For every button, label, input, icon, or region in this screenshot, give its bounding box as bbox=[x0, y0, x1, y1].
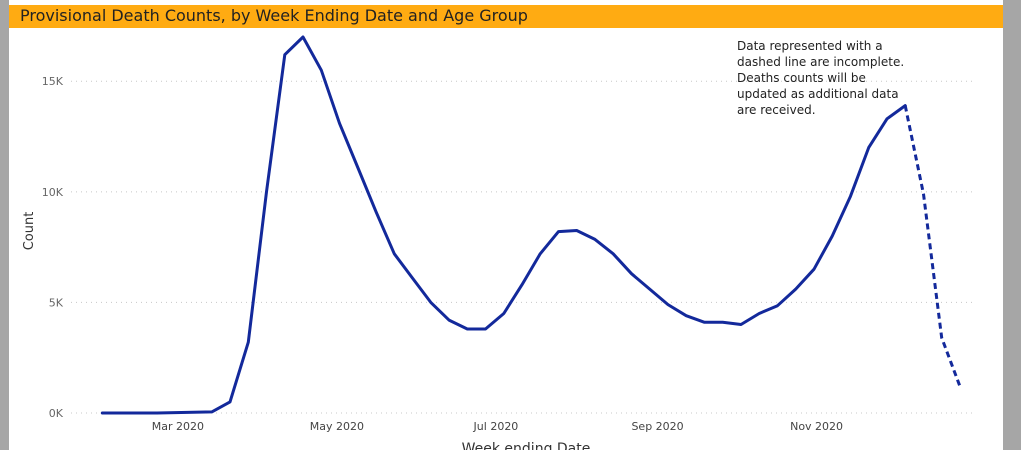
x-tick-label: Jul 2020 bbox=[473, 420, 519, 433]
x-tick-label: May 2020 bbox=[310, 420, 364, 433]
title-bar: Provisional Death Counts, by Week Ending… bbox=[9, 5, 1003, 28]
incomplete-data-note: Data represented with a dashed line are … bbox=[737, 39, 905, 117]
x-axis-title: Week ending Date bbox=[462, 441, 591, 450]
series-line-dashed bbox=[903, 105, 962, 388]
left-border bbox=[0, 0, 9, 450]
x-tick-label: Nov 2020 bbox=[790, 420, 843, 433]
y-axis-title: Count bbox=[22, 212, 37, 251]
y-tick-label: 15K bbox=[42, 75, 64, 88]
y-tick-label: 10K bbox=[42, 186, 64, 199]
line-chart: 0K 5K 10K 15K Mar 2020 May 2020 Jul 2020 Sep 20… bbox=[22, 35, 973, 450]
right-border bbox=[1003, 0, 1021, 450]
chart-title: Provisional Death Counts, by Week Ending… bbox=[20, 6, 528, 25]
x-tick-label: Sep 2020 bbox=[631, 420, 683, 433]
y-tick-label: 5K bbox=[49, 296, 64, 309]
series-line-solid bbox=[100, 35, 907, 415]
x-tick-label: Mar 2020 bbox=[152, 420, 204, 433]
y-tick-label: 0K bbox=[49, 407, 64, 420]
